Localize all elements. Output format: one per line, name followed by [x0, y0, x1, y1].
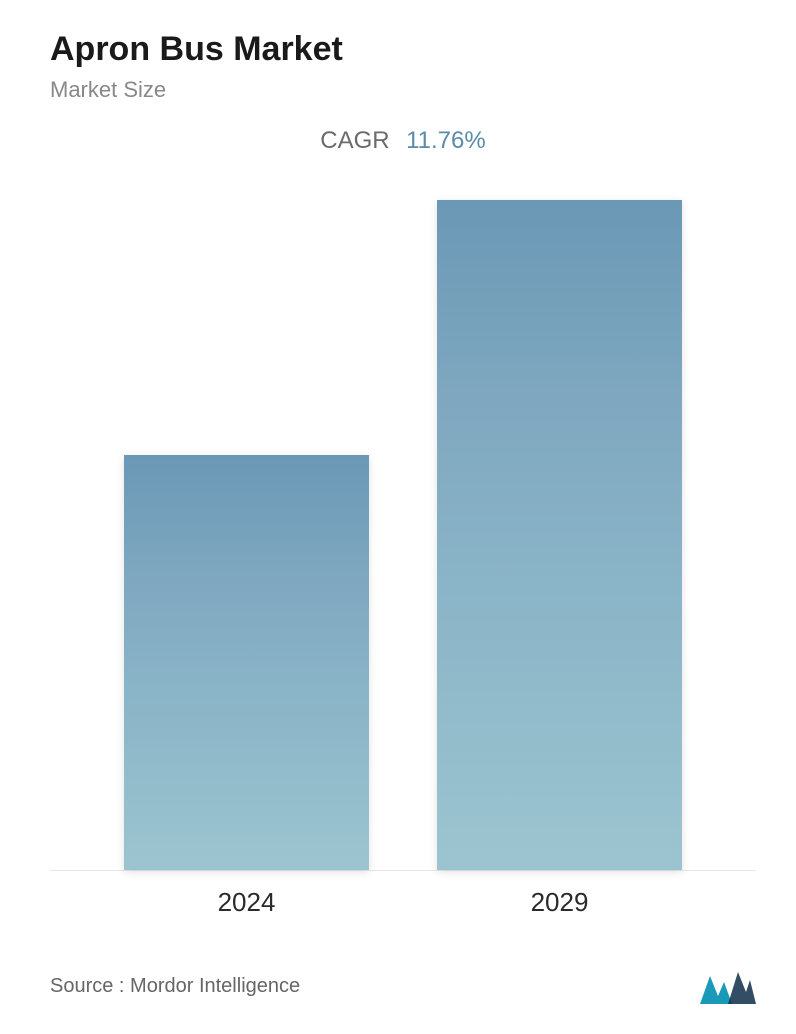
bar-2029	[437, 200, 682, 870]
x-label-2029: 2029	[437, 887, 682, 918]
market-size-chart	[50, 185, 756, 871]
bar-2024	[124, 455, 369, 870]
mordor-logo-icon	[700, 968, 756, 1004]
cagr-value: 11.76%	[406, 127, 486, 154]
logo-n-shape	[728, 972, 756, 1004]
cagr-label: CAGR	[320, 127, 389, 154]
x-label-2024: 2024	[124, 887, 369, 918]
source-text: Source : Mordor Intelligence	[50, 975, 300, 998]
bar-wrapper-2024	[124, 455, 369, 870]
page-title: Apron Bus Market	[50, 30, 756, 69]
bar-wrapper-2029	[437, 200, 682, 870]
subtitle: Market Size	[50, 77, 756, 103]
x-axis-labels: 2024 2029	[50, 871, 756, 918]
footer: Source : Mordor Intelligence	[50, 958, 756, 1004]
cagr-row: CAGR 11.76%	[50, 127, 756, 155]
logo-m-shape	[700, 976, 732, 1004]
